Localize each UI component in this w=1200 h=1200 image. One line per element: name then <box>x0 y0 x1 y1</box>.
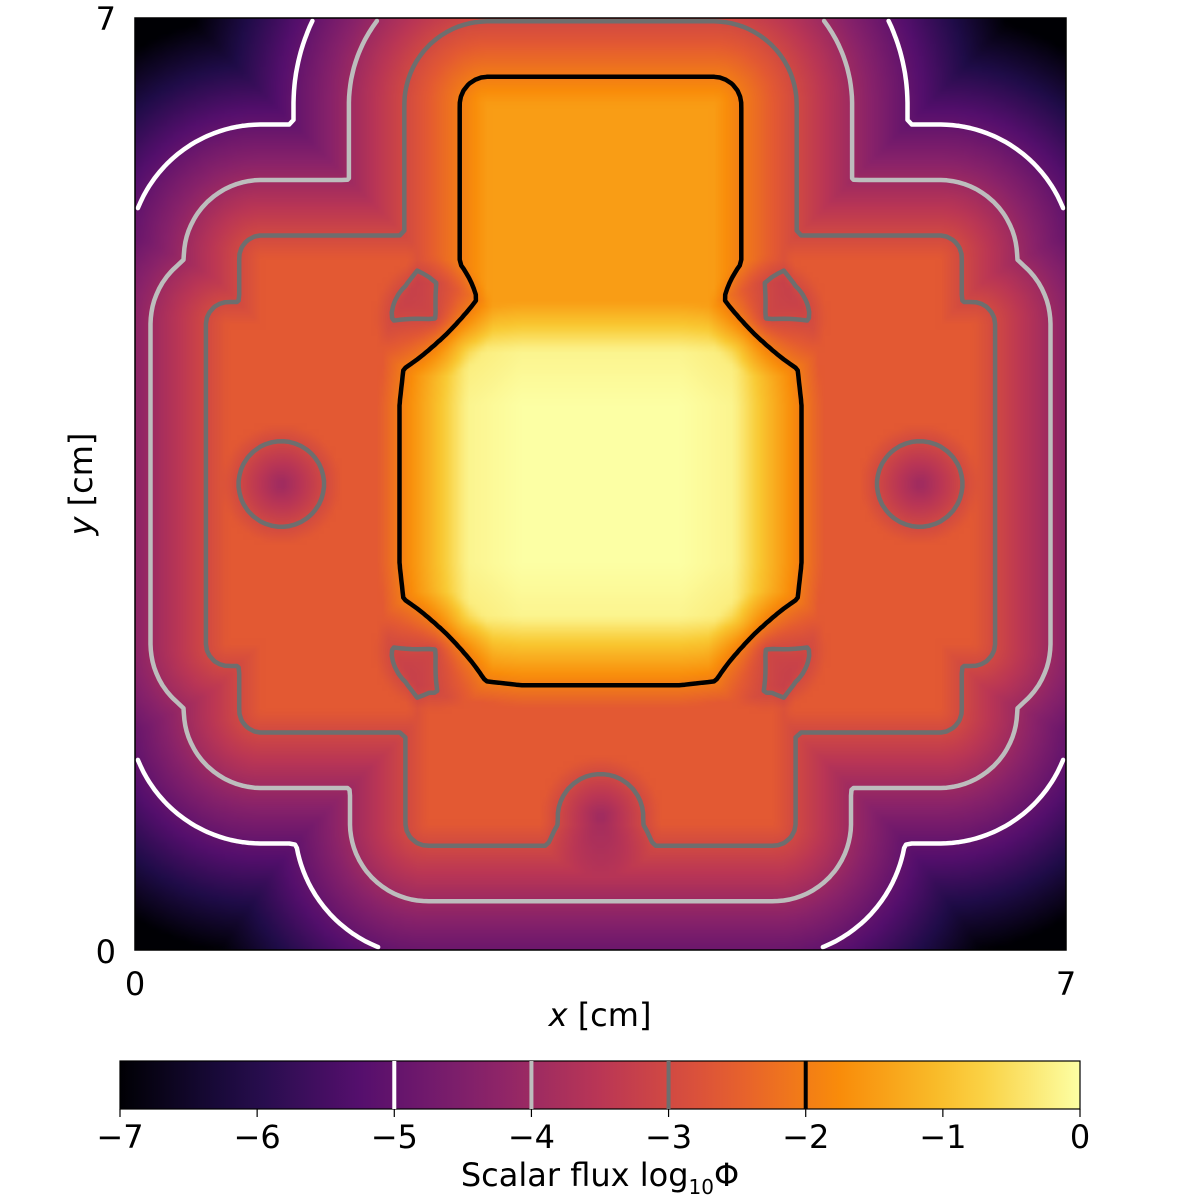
contour-lines <box>135 18 1066 950</box>
contour-level-2 <box>203 19 998 848</box>
contour-level-0 <box>135 18 1066 950</box>
colorbar-tick-label-5: −2 <box>782 1118 829 1156</box>
colorbar-label: Scalar flux log10Φ <box>461 1156 739 1199</box>
y-tick-label-1: 7 <box>96 0 116 38</box>
plot-frame <box>134 17 1067 951</box>
y-tick-label-0: 0 <box>96 933 116 971</box>
x-axis: 0 7 x [cm] <box>125 965 1076 1034</box>
colorbar-tick-label-4: −3 <box>645 1118 692 1156</box>
colorbar-tick-label-1: −6 <box>234 1118 281 1156</box>
contour-level-3 <box>397 74 804 688</box>
x-axis-label: x [cm] <box>548 996 652 1034</box>
colorbar-bar <box>119 1060 1081 1110</box>
colorbar-tick-label-6: −1 <box>919 1118 966 1156</box>
colorbar-tick-label-3: −4 <box>508 1118 555 1156</box>
y-axis: 7 0 y [cm] <box>62 0 116 971</box>
y-axis-label: y [cm] <box>62 433 100 537</box>
colorbar: −7 −6 −5 −4 −3 −2 −1 0 Scalar flux log10Φ <box>96 1060 1090 1199</box>
colorbar-tick-label-2: −5 <box>371 1118 418 1156</box>
colorbar-tick-label-0: −7 <box>96 1118 143 1156</box>
x-tick-label-1: 7 <box>1056 965 1076 1003</box>
contour-level-1 <box>148 18 1053 904</box>
x-tick-label-0: 0 <box>125 965 145 1003</box>
heatmap-image <box>135 18 1066 950</box>
heatmap-plot <box>134 17 1067 951</box>
colorbar-tick-label-7: 0 <box>1070 1118 1090 1156</box>
colorbar-contour-marks <box>392 1061 808 1109</box>
colorbar-ticks: −7 −6 −5 −4 −3 −2 −1 0 <box>96 1109 1090 1156</box>
